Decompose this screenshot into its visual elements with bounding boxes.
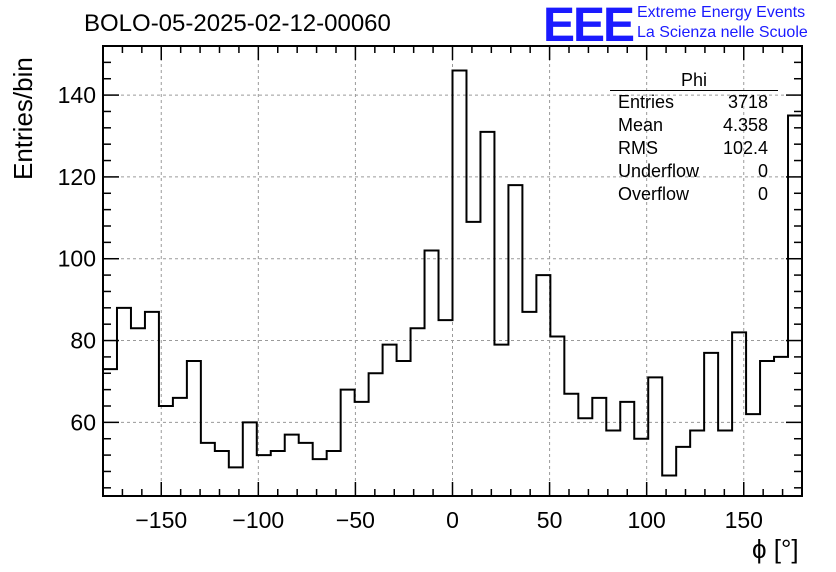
stats-value: 3718: [727, 92, 768, 112]
y-tick-label: 120: [58, 164, 96, 190]
x-tick-label: 100: [627, 507, 665, 533]
y-tick-label: 100: [58, 246, 96, 272]
stats-label: Underflow: [618, 161, 700, 181]
axis-tick-labels: −150 −100 −50 0 50 100 150 60 80 100 120 140: [58, 82, 763, 533]
y-tick-label: 140: [58, 82, 96, 108]
x-tick-label: −150: [135, 507, 187, 533]
x-tick-label: 150: [725, 507, 763, 533]
axis-ticks: [102, 45, 803, 496]
stats-box-name: Phi: [610, 70, 778, 91]
y-tick-label: 80: [70, 328, 96, 354]
logo-line-2: La Scienza nelle Scuole: [637, 24, 808, 41]
y-tick-label: 60: [70, 409, 96, 435]
stats-row-mean: Mean 4.358: [610, 114, 778, 137]
stats-box: Phi Entries 3718 Mean 4.358 RMS 102.4 Un…: [610, 70, 778, 206]
stats-value: 0: [757, 161, 768, 181]
stats-value: 102.4: [722, 138, 768, 158]
x-tick-label: 50: [537, 507, 563, 533]
x-axis-label: ϕ [°]: [752, 534, 799, 564]
x-tick-label: −50: [336, 507, 375, 533]
stats-label: RMS: [618, 138, 658, 158]
stats-label: Entries: [618, 92, 675, 112]
stats-row-rms: RMS 102.4: [610, 137, 778, 160]
stats-label: Overflow: [618, 184, 690, 204]
stats-value: 4.358: [722, 115, 768, 135]
stats-value: 0: [757, 184, 768, 204]
y-axis-label: Entries/bin: [8, 57, 38, 180]
logo-line-1: Extreme Energy Events: [637, 4, 806, 21]
x-tick-label: 0: [446, 507, 459, 533]
stats-row-underflow: Underflow 0: [610, 160, 778, 183]
eee-logo: EEE: [543, 0, 635, 52]
histogram-step-line: [103, 69, 802, 477]
grid-lines: [103, 46, 802, 496]
stats-row-overflow: Overflow 0: [610, 183, 778, 206]
x-tick-label: −100: [232, 507, 284, 533]
stats-label: Mean: [618, 115, 664, 135]
chart-title: BOLO-05-2025-02-12-00060: [84, 10, 391, 37]
stats-row-entries: Entries 3718: [610, 91, 778, 114]
